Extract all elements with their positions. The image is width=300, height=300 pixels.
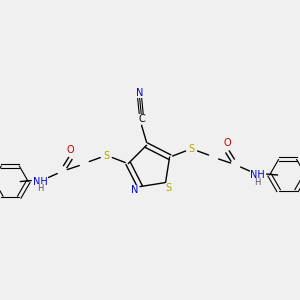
Text: H: H	[254, 178, 261, 187]
Text: NH: NH	[250, 170, 265, 180]
Text: S: S	[103, 151, 109, 160]
Text: C: C	[138, 114, 145, 124]
Text: N: N	[136, 88, 143, 98]
Text: S: S	[166, 183, 172, 193]
Text: N: N	[131, 184, 139, 195]
Text: NH: NH	[33, 177, 48, 187]
Text: O: O	[67, 145, 74, 154]
Text: H: H	[37, 184, 44, 193]
Text: S: S	[188, 144, 195, 154]
Text: O: O	[224, 138, 231, 148]
